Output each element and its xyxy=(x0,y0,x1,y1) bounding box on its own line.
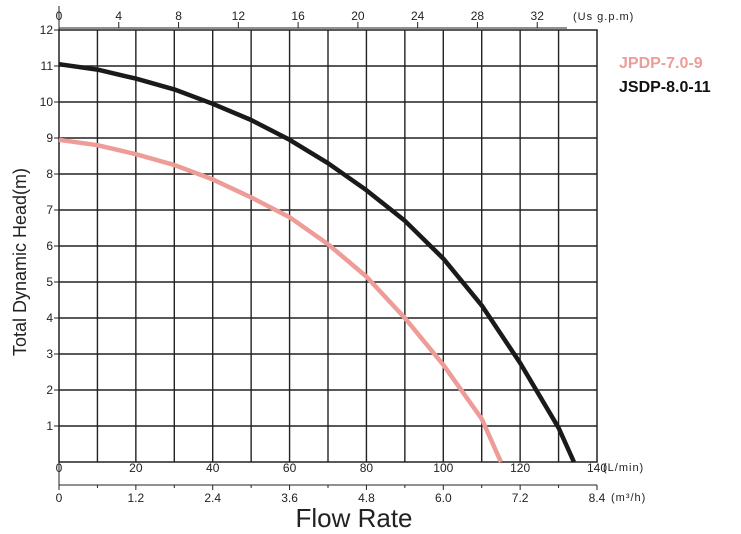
x-top-unit-label: (Us g.p.m) xyxy=(573,11,634,23)
chart-axes: 0481216202428321234567891011120204060801… xyxy=(40,6,607,505)
x-lpm-tick-label: 60 xyxy=(283,461,297,475)
y-tick-label: 8 xyxy=(46,167,53,181)
y-tick-label: 6 xyxy=(46,239,53,253)
y-tick-label: 5 xyxy=(46,275,53,289)
x-lpm-unit-label: (L/min) xyxy=(603,462,644,474)
y-tick-label: 10 xyxy=(40,95,54,109)
chart-labels: Total Dynamic Head(m) Flow Rate (Us g.p.… xyxy=(10,11,711,533)
x-top-tick-label: 24 xyxy=(411,9,425,23)
legend-jpdp-7-0-9: JPDP-7.0-9 xyxy=(619,55,703,72)
x-top-tick-label: 32 xyxy=(531,9,545,23)
y-tick-label: 12 xyxy=(40,23,54,37)
x-lpm-tick-label: 40 xyxy=(206,461,220,475)
y-tick-label: 2 xyxy=(46,383,53,397)
x-top-tick-label: 20 xyxy=(351,9,365,23)
x-m3h-tick-label: 7.2 xyxy=(512,491,529,505)
x-top-tick-label: 12 xyxy=(232,9,246,23)
y-tick-label: 1 xyxy=(46,419,53,433)
y-tick-label: 3 xyxy=(46,347,53,361)
x-m3h-unit-label: (m³/h) xyxy=(611,492,646,504)
x-top-tick-label: 4 xyxy=(115,9,122,23)
x-top-tick-label: 8 xyxy=(175,9,182,23)
x-m3h-tick-label: 4.8 xyxy=(358,491,375,505)
x-top-tick-label: 28 xyxy=(471,9,485,23)
x-lpm-tick-label: 20 xyxy=(129,461,143,475)
x-m3h-tick-label: 0 xyxy=(56,491,63,505)
x-lpm-tick-label: 140 xyxy=(587,461,607,475)
x-m3h-tick-label: 1.2 xyxy=(128,491,145,505)
x-m3h-tick-label: 8.4 xyxy=(589,491,606,505)
series-line-jpdp-7-0-9 xyxy=(58,137,503,463)
x-lpm-tick-label: 100 xyxy=(433,461,453,475)
y-axis-label: Total Dynamic Head(m) xyxy=(10,168,30,356)
y-tick-label: 11 xyxy=(41,59,54,73)
x-m3h-tick-label: 2.4 xyxy=(204,491,221,505)
x-m3h-tick-label: 3.6 xyxy=(281,491,298,505)
chart-series xyxy=(58,61,576,463)
legend-jsdp-8-0-11: JSDP-8.0-11 xyxy=(619,79,711,96)
chart-grid xyxy=(58,29,598,463)
y-tick-label: 7 xyxy=(46,203,53,217)
x-lpm-tick-label: 120 xyxy=(510,461,530,475)
x-top-tick-label: 0 xyxy=(56,9,63,23)
y-tick-label: 4 xyxy=(46,311,53,325)
y-tick-label: 9 xyxy=(46,131,53,145)
x-m3h-tick-label: 6.0 xyxy=(435,491,452,505)
x-top-tick-label: 16 xyxy=(291,9,305,23)
x-lpm-tick-label: 80 xyxy=(360,461,374,475)
x-axis-label: Flow Rate xyxy=(295,503,412,533)
series-line-jsdp-8-0-11 xyxy=(58,61,576,463)
